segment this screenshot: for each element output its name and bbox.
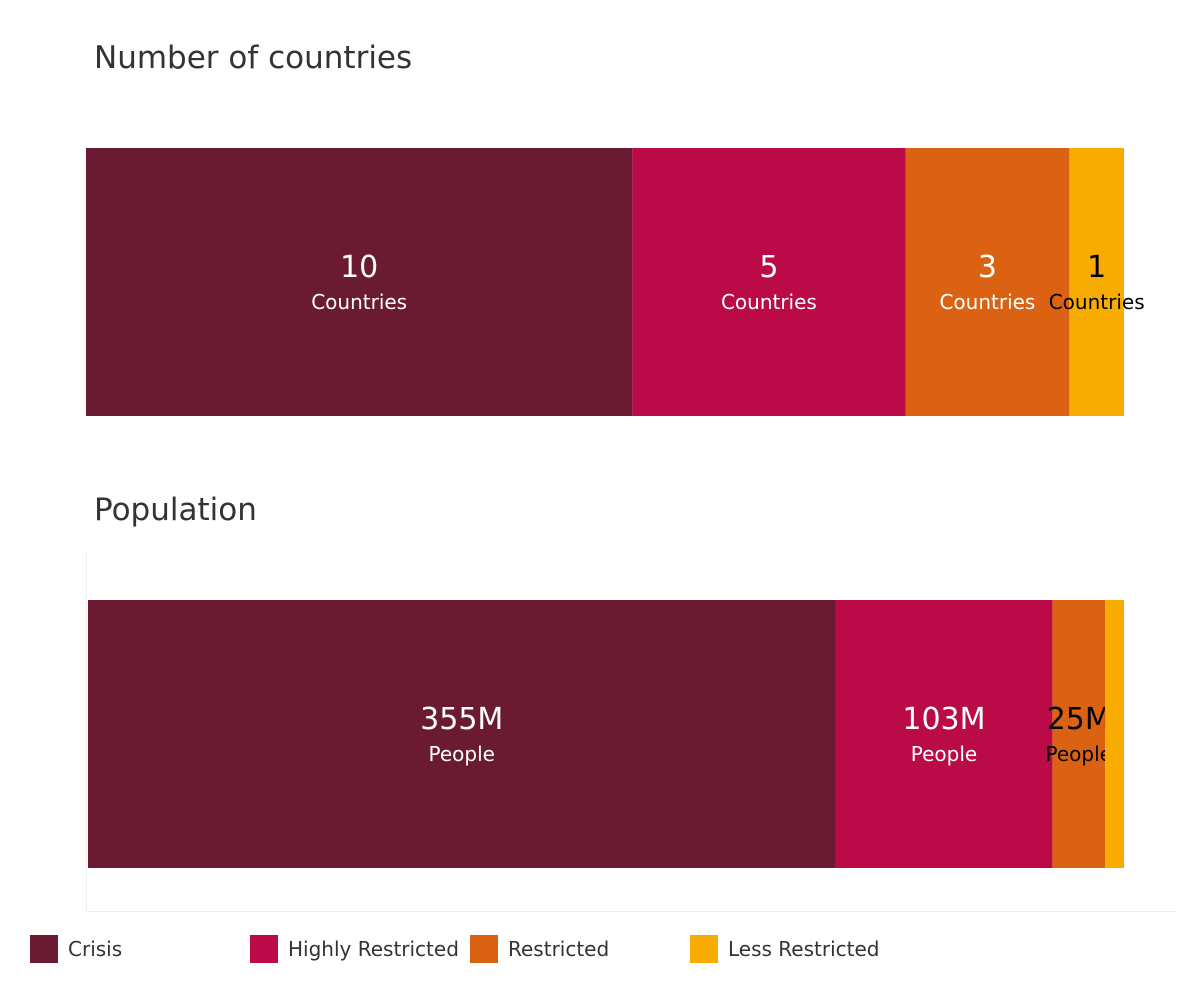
value-label-countries-crisis: 10: [340, 250, 378, 285]
legend-swatch-highly-restricted: [250, 935, 278, 963]
bar-countries-crisis[interactable]: [86, 148, 633, 416]
unit-label-countries-restricted: Countries: [939, 290, 1035, 314]
legend-item-highly-restricted[interactable]: Highly Restricted: [250, 934, 459, 964]
bar-population-less-restricted[interactable]: [1105, 600, 1124, 868]
value-label-population-restricted: 25M: [1047, 702, 1111, 737]
legend-item-restricted[interactable]: Restricted: [470, 934, 609, 964]
chart-canvas: 10 Countries 5 Countries 3 Countries 1 Countrie…: [86, 148, 1145, 868]
plot-left-guide: [86, 552, 87, 912]
unit-label-population-restricted: People: [1046, 742, 1112, 766]
chart-title-population: Population: [94, 492, 257, 528]
legend-item-crisis[interactable]: Crisis: [30, 934, 122, 964]
plot-bottom-guide: [86, 911, 1176, 912]
chart-title-countries: Number of countries: [94, 40, 413, 76]
bar-countries-restricted[interactable]: [905, 148, 1070, 416]
value-label-countries-highly-restricted: 5: [759, 250, 778, 285]
legend: Crisis Highly Restricted Restricted Less…: [0, 930, 1200, 970]
unit-label-countries-highly-restricted: Countries: [721, 290, 817, 314]
legend-label-restricted: Restricted: [508, 937, 610, 961]
legend-label-less-restricted: Less Restricted: [728, 937, 880, 961]
bar-population-highly-restricted[interactable]: [835, 600, 1053, 868]
legend-swatch-less-restricted: [690, 935, 718, 963]
legend-label-highly-restricted: Highly Restricted: [288, 937, 459, 961]
unit-label-countries-crisis: Countries: [311, 290, 407, 314]
value-label-population-highly-restricted: 103M: [902, 702, 985, 737]
unit-label-population-crisis: People: [429, 742, 495, 766]
bar-countries-highly-restricted[interactable]: [632, 148, 906, 416]
bar-population-crisis[interactable]: [88, 600, 836, 868]
value-label-countries-restricted: 3: [978, 250, 997, 285]
legend-swatch-crisis: [30, 935, 58, 963]
unit-label-countries-less-restricted: Countries: [1049, 290, 1145, 314]
bar-countries-less-restricted[interactable]: [1069, 148, 1124, 416]
legend-swatch-restricted: [470, 935, 498, 963]
value-label-population-crisis: 355M: [420, 702, 503, 737]
unit-label-population-highly-restricted: People: [911, 742, 977, 766]
value-label-countries-less-restricted: 1: [1087, 250, 1106, 285]
legend-label-crisis: Crisis: [68, 937, 123, 961]
legend-item-less-restricted[interactable]: Less Restricted: [690, 934, 879, 964]
bar-population-restricted[interactable]: [1052, 600, 1106, 868]
